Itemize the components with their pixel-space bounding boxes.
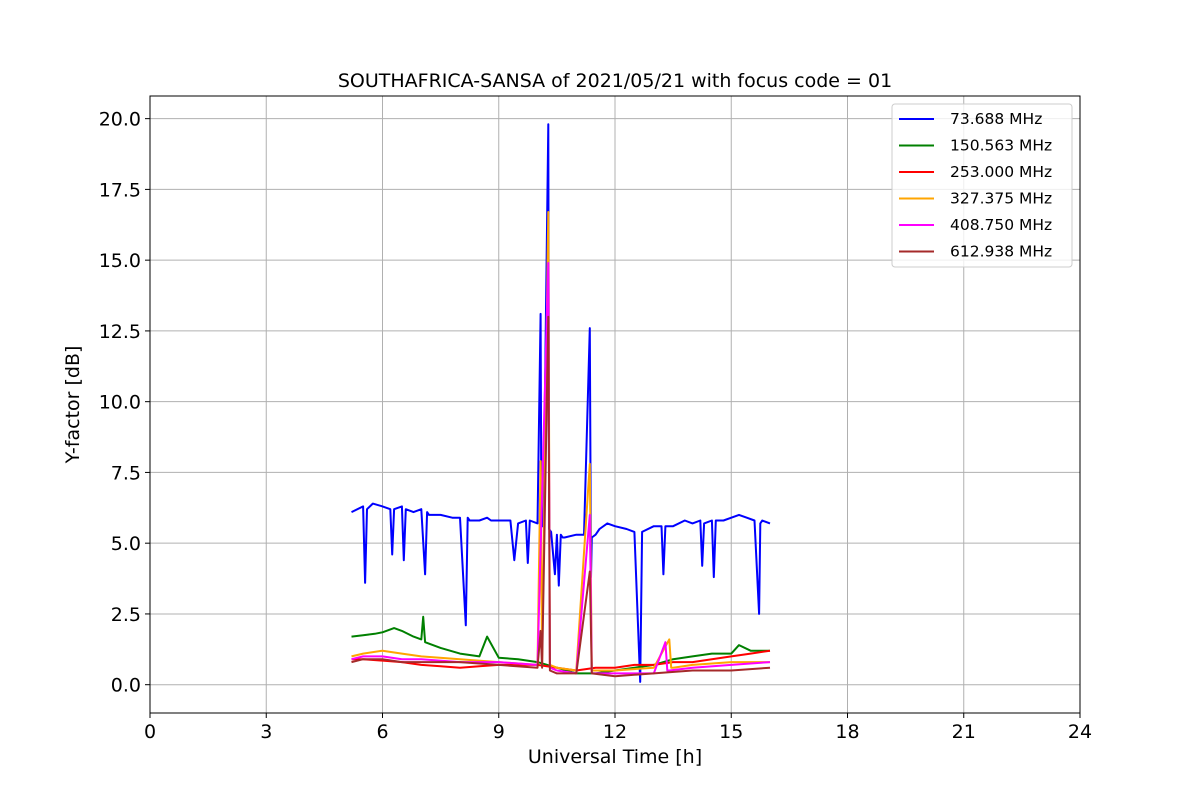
y-tick-label: 12.5: [99, 321, 141, 343]
series-line: [351, 211, 770, 672]
y-axis-label: Y-factor [dB]: [62, 346, 84, 465]
series-line: [351, 615, 770, 675]
x-tick-label: 18: [835, 721, 859, 743]
series-layer: [351, 123, 771, 683]
series-line: [351, 123, 771, 683]
x-tick-label: 3: [260, 721, 272, 743]
legend-label: 408.750 MHz: [950, 216, 1052, 234]
y-tick-label: 0.0: [111, 675, 141, 697]
y-tick-label: 15.0: [99, 250, 141, 272]
x-tick-label: 24: [1068, 721, 1092, 743]
x-tick-label: 0: [144, 721, 156, 743]
x-tick-label: 12: [603, 721, 627, 743]
y-tick-label: 5.0: [111, 533, 141, 555]
chart-title: SOUTHAFRICA-SANSA of 2021/05/21 with foc…: [338, 70, 892, 92]
x-tick-label: 6: [376, 721, 388, 743]
legend: 73.688 MHz 150.563 MHz 253.000 MHz 327.375 …: [891, 103, 1073, 268]
y-tick-label: 2.5: [111, 604, 141, 626]
legend-label: 327.375 MHz: [950, 190, 1052, 208]
legend-box: [891, 103, 1073, 268]
y-tick-label: 17.5: [99, 179, 141, 201]
ticks: 0 3 6 9 12 15 18 21 24 0.0 2.5 5.0 7.5 10.0 12.5 15.0 17…: [99, 109, 1092, 743]
series-line: [351, 262, 771, 675]
x-tick-label: 21: [952, 721, 976, 743]
legend-label: 612.938 MHz: [950, 243, 1052, 261]
legend-label: 73.688 MHz: [950, 110, 1042, 128]
y-tick-label: 10.0: [99, 392, 141, 414]
legend-label: 253.000 MHz: [950, 163, 1052, 181]
x-tick-label: 15: [719, 721, 743, 743]
grid: [149, 96, 1081, 713]
x-axis-label: Universal Time [h]: [528, 746, 702, 768]
x-tick-label: 9: [493, 721, 505, 743]
y-tick-label: 7.5: [111, 462, 141, 484]
y-tick-label: 20.0: [99, 109, 141, 131]
series-line: [351, 315, 771, 678]
legend-label: 150.563 MHz: [950, 137, 1052, 155]
